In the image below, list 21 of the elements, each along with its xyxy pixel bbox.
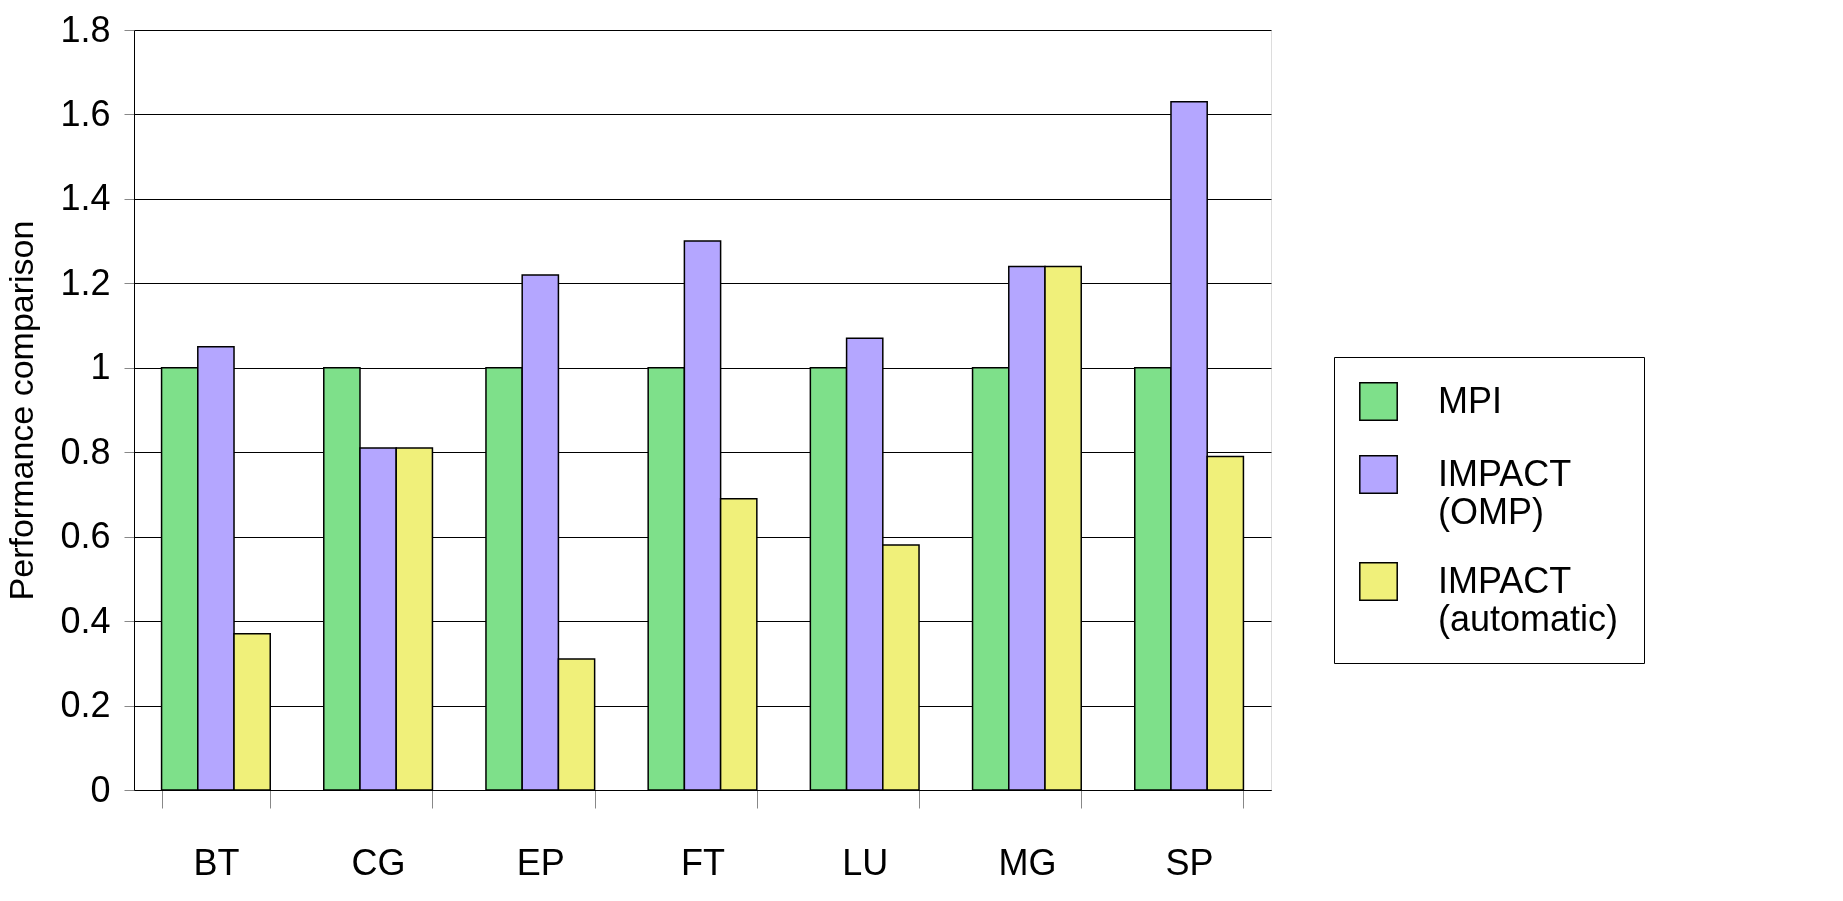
x-tick-label: BT — [193, 841, 240, 883]
x-tick-label: CG — [351, 841, 406, 883]
y-tick-label: 1.6 — [60, 92, 111, 134]
x-tick-label: FT — [681, 841, 725, 883]
y-tick-label: 1.8 — [60, 8, 111, 50]
y-tick-label: 0.6 — [60, 515, 111, 557]
x-tick-label: EP — [516, 841, 565, 883]
y-tick-label: 0.8 — [60, 430, 111, 472]
x-tick-label: LU — [842, 841, 889, 883]
y-tick-label: 0 — [90, 768, 111, 810]
y-tick-label: 1.2 — [60, 261, 111, 303]
x-tick-label: SP — [1165, 841, 1214, 883]
y-tick-label: 1 — [90, 346, 111, 388]
legend-label: IMPACT (automatic) — [1438, 559, 1619, 639]
y-tick-label: 1.4 — [60, 177, 111, 219]
y-tick-label: 0.4 — [60, 599, 111, 641]
y-tick-label: 0.2 — [60, 684, 111, 726]
y-axis-title: Performance comparison — [2, 220, 41, 601]
legend-label: IMPACT (OMP) — [1438, 452, 1572, 532]
legend-label: MPI — [1438, 379, 1503, 421]
x-tick-label: MG — [998, 841, 1057, 883]
